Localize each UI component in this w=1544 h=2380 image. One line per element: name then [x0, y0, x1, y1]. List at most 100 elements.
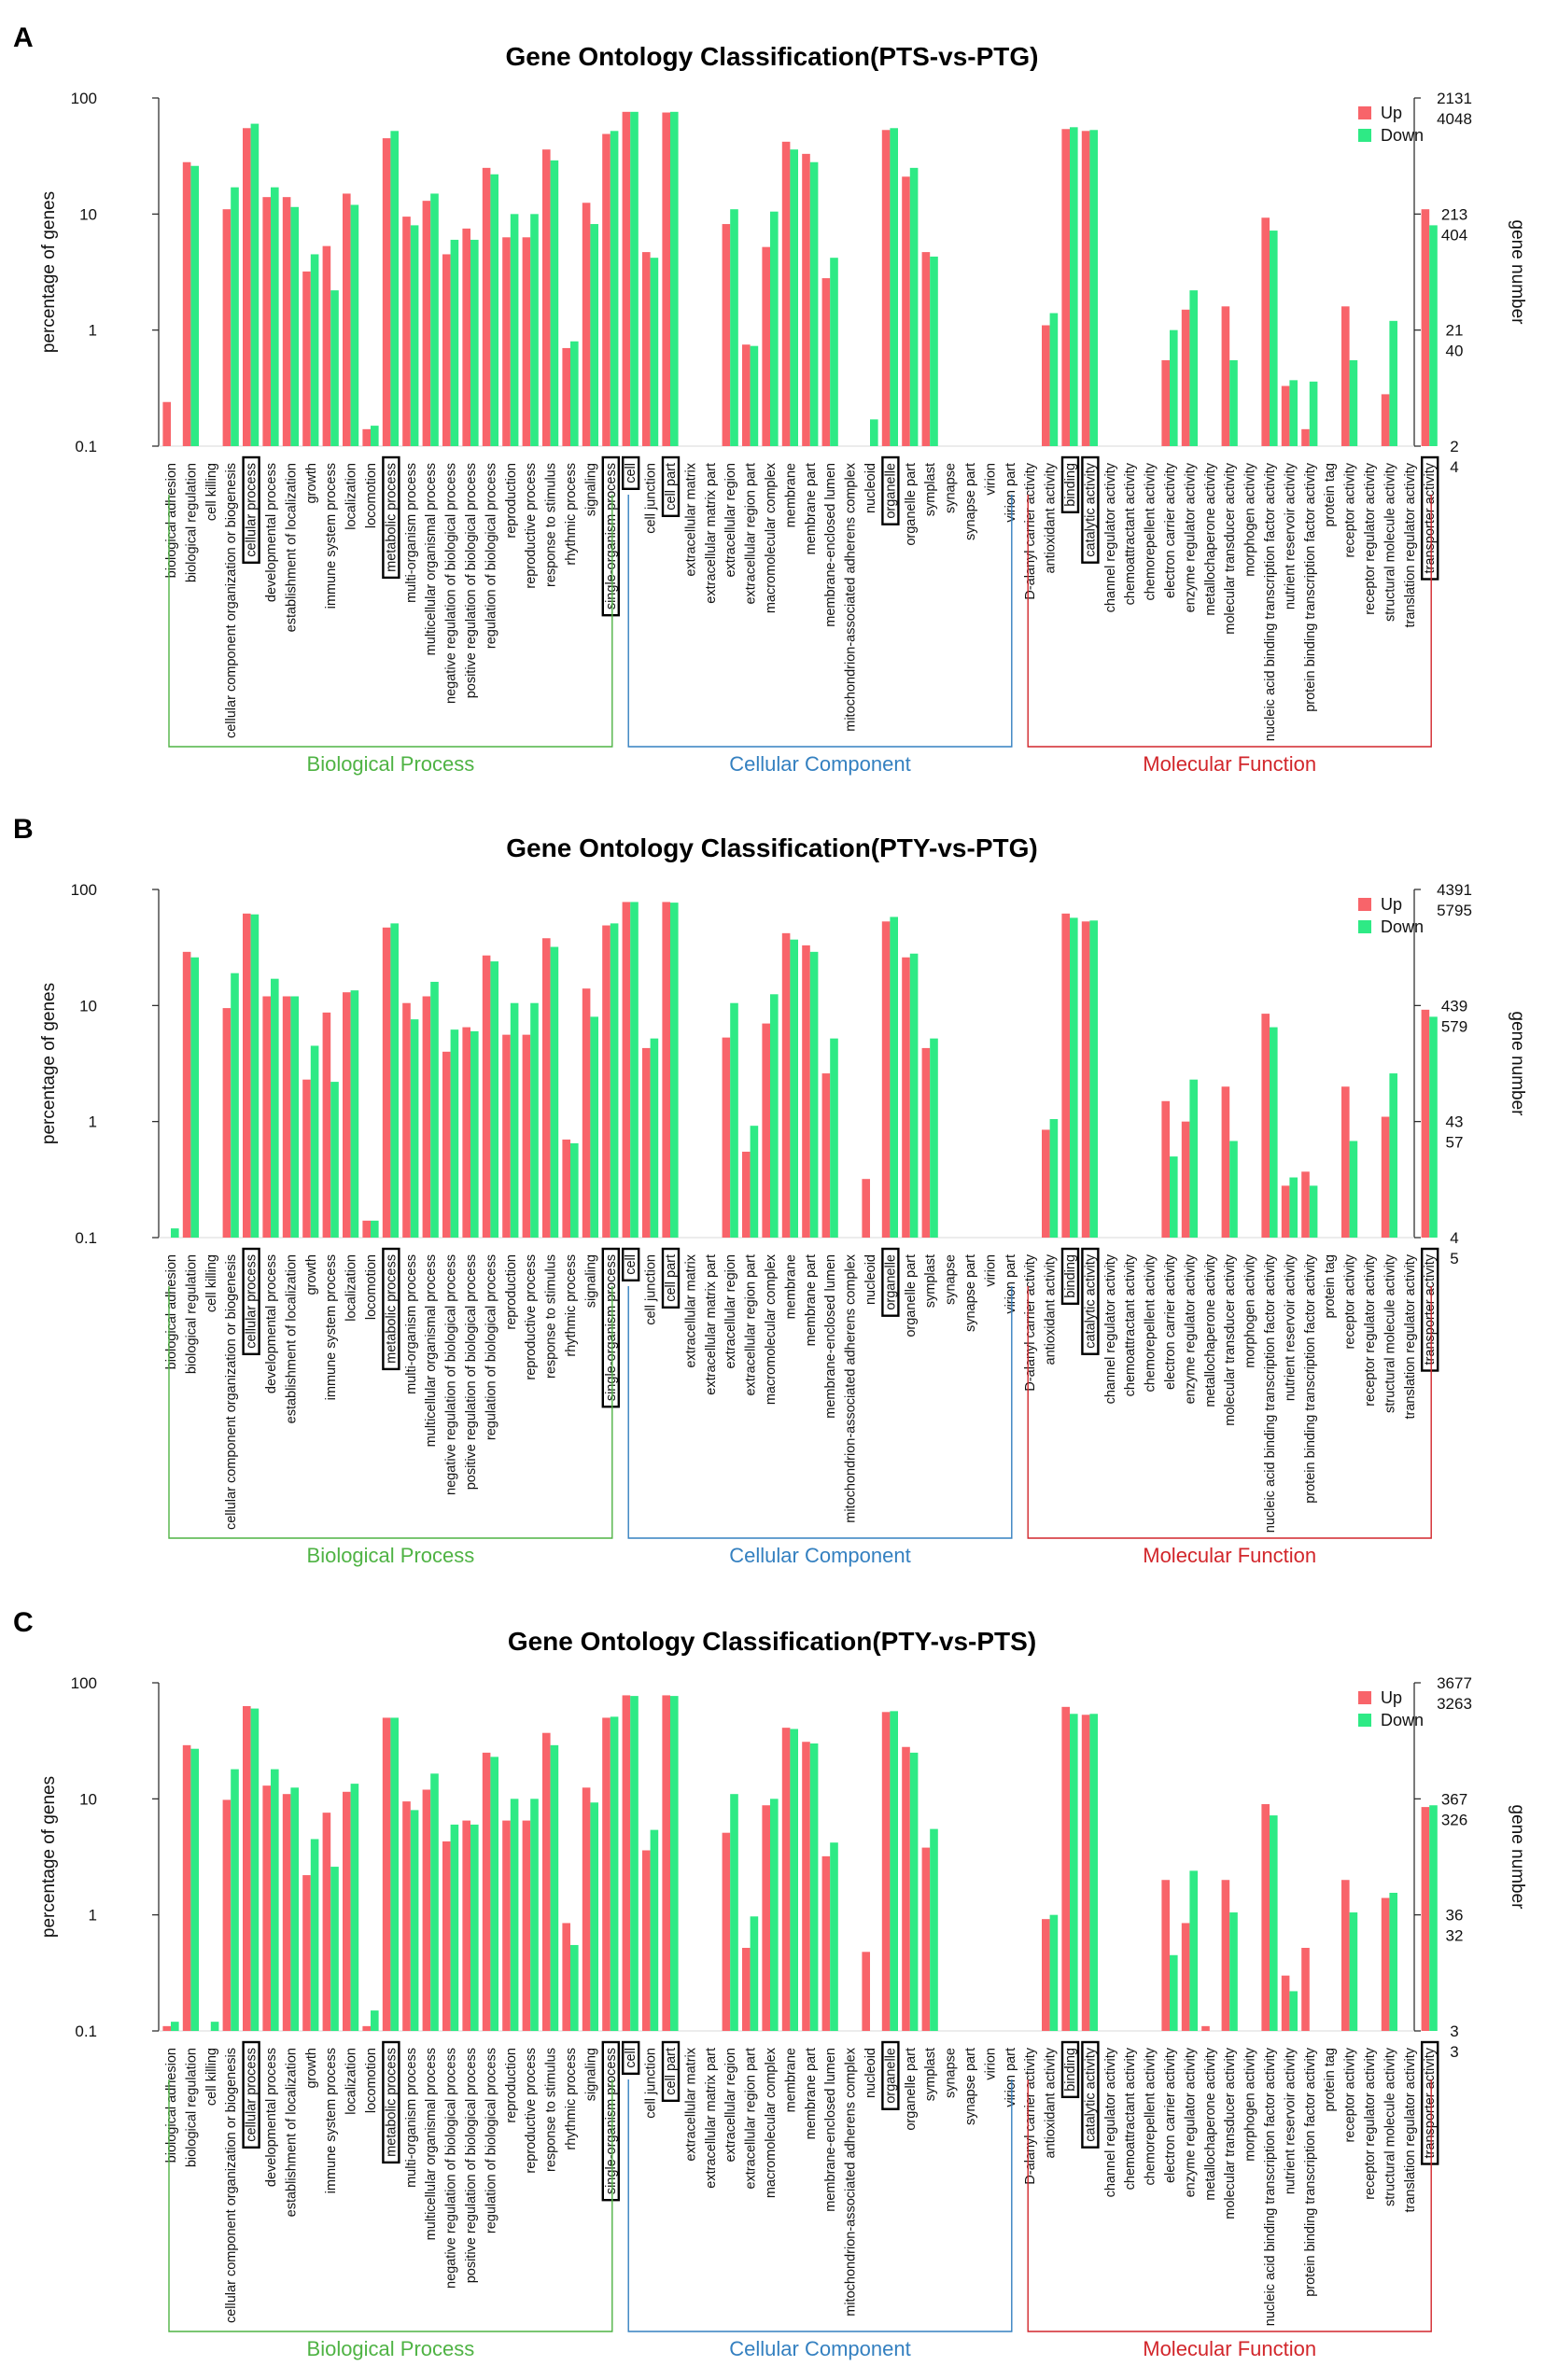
bar-down [1170, 1954, 1178, 2031]
category-label: cell junction [644, 2048, 659, 2119]
category-label: metallochaperone activity [1203, 1253, 1218, 1407]
bar-up [482, 167, 491, 447]
category-label: extracellular region [723, 2048, 738, 2163]
category-label: virion part [1004, 463, 1018, 523]
left-tick-label: 10 [79, 997, 97, 1015]
bar-down [350, 1784, 359, 2031]
bar-down [590, 224, 598, 446]
bar-up [302, 1875, 311, 2031]
bar-down [290, 206, 299, 447]
bar-up [1221, 1880, 1230, 2031]
highlight-box [881, 2040, 900, 2110]
bar-down [650, 1829, 659, 2031]
bar-down [610, 923, 619, 1238]
bar-down [371, 426, 379, 446]
category-label: protein tag [1323, 463, 1338, 527]
category-label: enzyme regulator activity [1183, 462, 1198, 612]
group-bracket [627, 1286, 1013, 1539]
bar-up [1281, 385, 1290, 446]
bar-up [482, 955, 491, 1238]
category-label: symplast [923, 2048, 938, 2101]
bar-up [243, 128, 251, 446]
bar-down [310, 1045, 319, 1238]
bar-up [162, 2025, 171, 2031]
category-label: immune system process [324, 2048, 339, 2193]
bar-down [570, 1944, 579, 2031]
category-label: channel regulator activity [1103, 462, 1118, 612]
y-axis-label-right: gene number [1508, 220, 1527, 326]
category-label: cellular component organization or bioge… [224, 1254, 239, 1530]
bar-up [222, 209, 232, 446]
highlight-box [622, 2040, 640, 2075]
bar-up [742, 1947, 751, 2031]
category-label: developmental process [264, 463, 279, 602]
category-label: organelle [883, 1254, 898, 1310]
bar-down [250, 1708, 260, 2031]
group-label: Molecular Function [1143, 2337, 1316, 2360]
group-label: Biological Process [307, 752, 475, 776]
category-label: establishment of localization [284, 463, 299, 632]
category-label: cell [624, 1254, 639, 1275]
bar-down [930, 1038, 938, 1238]
left-tick-label: 0.1 [75, 2023, 97, 2040]
category-label: mitochondrion-associated adherens comple… [844, 462, 859, 731]
bar-down [909, 167, 919, 447]
category-label: cellular process [245, 1254, 260, 1349]
bar-down [1189, 1079, 1198, 1238]
bar-down [670, 111, 679, 446]
bar-up [362, 1220, 371, 1238]
group-bracket [168, 1286, 613, 1539]
category-label: membrane part [804, 1254, 819, 1346]
category-label: cell killing [204, 463, 219, 521]
bar-down [490, 961, 498, 1238]
bar-up [502, 1820, 511, 2031]
right-tick-label-down: 4 [1450, 458, 1458, 476]
bar-down [430, 1773, 439, 2031]
bar-down [1170, 1156, 1178, 1238]
bar-up [1061, 913, 1070, 1238]
bar-up [382, 927, 391, 1238]
highlight-box [1081, 1247, 1100, 1355]
bar-up [502, 237, 511, 446]
category-label: protein binding transcription factor act… [1303, 2047, 1318, 2297]
bar-down [450, 239, 459, 446]
bar-up [602, 133, 611, 446]
bar-down [1189, 290, 1198, 446]
bar-up [402, 217, 411, 446]
panel-letter: B [13, 814, 34, 845]
category-label: cellular component organization or bioge… [224, 2048, 239, 2323]
bar-up [262, 197, 271, 446]
category-label: reproductive process [524, 1254, 539, 1380]
category-label: receptor regulator activity [1363, 2047, 1378, 2200]
category-label: cell part [664, 463, 679, 511]
category-label: symplast [923, 463, 938, 516]
bar-up [522, 1820, 531, 2031]
legend-label-down: Down [1381, 917, 1424, 936]
category-label: virion [983, 1254, 998, 1287]
bar-down [271, 1769, 279, 2031]
category-label: signaling [583, 2048, 598, 2101]
category-label: locomotion [364, 1254, 379, 1320]
bar-up [422, 1789, 431, 2031]
highlight-box [601, 455, 620, 617]
category-label: rhythmic process [564, 1254, 579, 1357]
bar-down [790, 939, 798, 1238]
bar-down [1429, 225, 1438, 446]
category-label: growth [304, 2048, 319, 2089]
category-label: negative regulation of biological proces… [444, 463, 459, 704]
category-label: biological regulation [184, 1254, 199, 1374]
bar-up [262, 996, 271, 1238]
category-label: reproductive process [524, 463, 539, 589]
bar-down [1170, 329, 1178, 446]
bar-up [781, 141, 791, 446]
bar-down [1270, 231, 1278, 446]
category-label: localization [344, 463, 359, 530]
bar-down [1089, 1714, 1098, 2031]
category-label: virion [983, 463, 998, 496]
category-label: receptor regulator activity [1363, 462, 1378, 615]
category-label: response to stimulus [544, 2048, 559, 2172]
category-label: cell junction [644, 463, 659, 534]
highlight-box [382, 1247, 400, 1371]
bar-down [271, 187, 279, 446]
bar-down [350, 990, 359, 1238]
